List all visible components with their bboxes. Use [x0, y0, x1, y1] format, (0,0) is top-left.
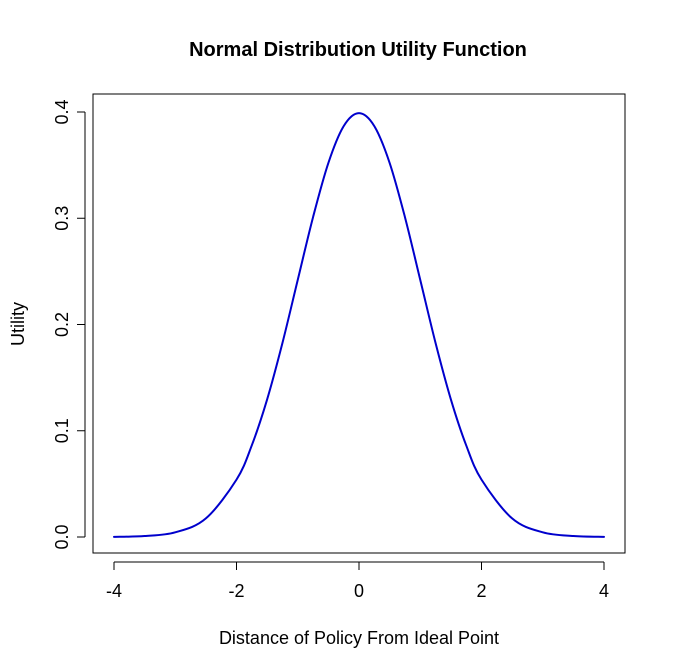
- y-tick-label: 0.2: [52, 312, 72, 337]
- x-tick-label: 2: [476, 581, 486, 601]
- y-tick-label: 0.3: [52, 206, 72, 231]
- x-axis: -4 -2 0 2 4: [106, 561, 609, 601]
- y-axis: 0.0 0.1 0.2 0.3 0.4: [52, 99, 86, 550]
- y-tick-label: 0.0: [52, 524, 72, 549]
- y-tick-label: 0.1: [52, 418, 72, 443]
- series-line: [113, 112, 605, 538]
- x-tick-label: 4: [599, 581, 609, 601]
- chart-title: Normal Distribution Utility Function: [189, 39, 527, 61]
- x-tick-label: 0: [354, 581, 364, 601]
- plot-frame: [92, 93, 626, 554]
- x-tick-label: -2: [228, 581, 244, 601]
- y-axis-label: Utility: [8, 302, 28, 346]
- series-layer: [113, 112, 605, 538]
- x-tick-label: -4: [106, 581, 122, 601]
- y-tick-label: 0.4: [52, 99, 72, 124]
- x-axis-label: Distance of Policy From Ideal Point: [219, 628, 499, 648]
